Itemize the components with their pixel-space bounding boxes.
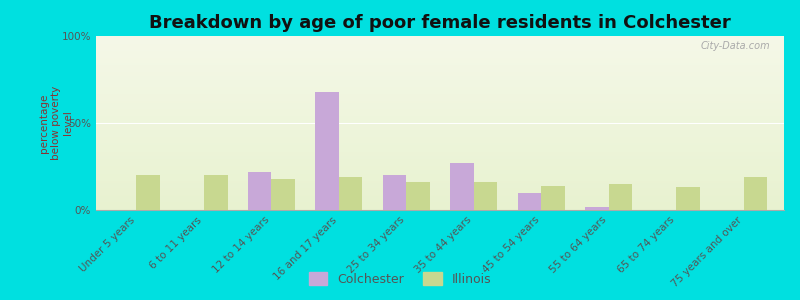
Bar <box>315 92 339 210</box>
Bar <box>382 175 406 210</box>
Bar <box>450 163 474 210</box>
Bar <box>541 186 565 210</box>
Text: City-Data.com: City-Data.com <box>701 41 770 51</box>
Bar <box>518 193 541 210</box>
Bar <box>585 206 609 210</box>
Bar <box>271 179 295 210</box>
Y-axis label: percentage
below poverty
level: percentage below poverty level <box>39 86 73 160</box>
Title: Breakdown by age of poor female residents in Colchester: Breakdown by age of poor female resident… <box>149 14 731 32</box>
Bar <box>743 177 767 210</box>
Bar <box>204 175 227 210</box>
Bar <box>609 184 632 210</box>
Bar <box>676 188 700 210</box>
Bar <box>406 182 430 210</box>
Bar <box>137 175 160 210</box>
Bar <box>248 172 271 210</box>
Bar <box>474 182 498 210</box>
Legend: Colchester, Illinois: Colchester, Illinois <box>304 267 496 291</box>
Bar <box>339 177 362 210</box>
